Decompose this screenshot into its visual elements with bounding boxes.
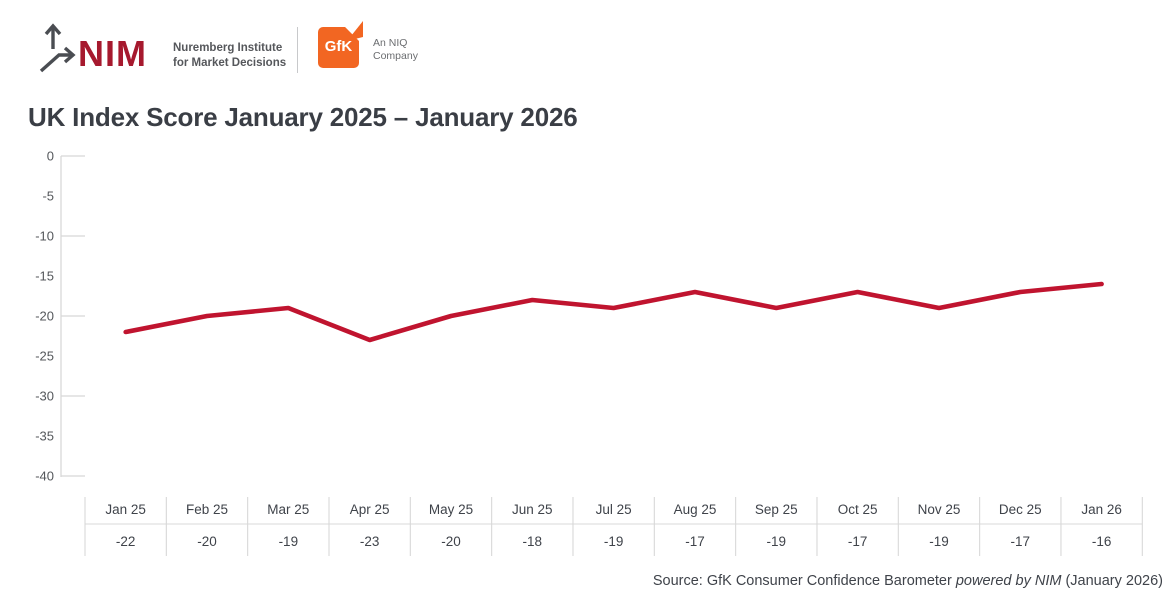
data-value-label: -23 — [360, 534, 380, 549]
x-axis-month-label: Mar 25 — [267, 502, 309, 517]
x-axis-month-label: Jan 26 — [1081, 502, 1122, 517]
data-value-label: -20 — [441, 534, 461, 549]
data-value-label: -18 — [523, 534, 543, 549]
line-chart: 0 -5 -10 -15 -20 -25 -30 -35 -40 Jan 25 -22 Feb 25 -… — [35, 149, 1143, 556]
nim-tagline-line1: Nuremberg Institute — [173, 42, 283, 54]
data-value-label: -19 — [767, 534, 787, 549]
nim-tagline-line2: for Market Decisions — [173, 56, 287, 69]
x-axis-month-label: Oct 25 — [838, 502, 878, 517]
x-axis-month-label: May 25 — [429, 502, 473, 517]
logo-header: NIM Nuremberg Institute for Market Decis… — [0, 0, 1169, 90]
data-value-label: -17 — [848, 534, 868, 549]
data-value-label: -19 — [604, 534, 624, 549]
y-axis-tick-label: -25 — [35, 349, 54, 364]
y-axis-tick-label: -15 — [35, 269, 54, 284]
logo-divider — [297, 27, 298, 73]
y-axis-tick-label: -30 — [35, 389, 54, 404]
gfk-logo: GfK — [318, 21, 365, 73]
y-axis-tick-label: -40 — [35, 469, 54, 484]
data-value-label: -17 — [685, 534, 705, 549]
data-line-uk-index — [123, 281, 1104, 343]
x-axis-month-label: Nov 25 — [918, 502, 961, 517]
niq-tagline: An NIQ Company — [373, 37, 418, 63]
source-caption: Source: GfK Consumer Confidence Baromete… — [653, 573, 1163, 589]
data-value-label: -17 — [1011, 534, 1031, 549]
y-axis-tick-label: -20 — [35, 309, 54, 324]
data-value-label: -19 — [929, 534, 949, 549]
y-axis-tick-label: -5 — [42, 189, 54, 204]
x-axis-month-label: Apr 25 — [350, 502, 390, 517]
x-axis-month-label: Jan 25 — [105, 502, 146, 517]
x-axis-month-label: Feb 25 — [186, 502, 228, 517]
chart-title: UK Index Score January 2025 – January 20… — [28, 102, 578, 132]
data-value-label: -22 — [116, 534, 136, 549]
source-italic: powered by NIM — [955, 573, 1062, 589]
gfk-wordmark: GfK — [324, 38, 353, 55]
data-value-label: -16 — [1092, 534, 1112, 549]
niq-tagline-line1: An NIQ — [373, 37, 408, 49]
data-value-label: -19 — [279, 534, 299, 549]
source-prefix: Source: GfK Consumer Confidence Baromete… — [652, 573, 956, 589]
x-axis-month-label: Aug 25 — [674, 502, 717, 517]
source-suffix: (January 2026) — [1061, 573, 1163, 589]
y-axis-tick-label: -35 — [35, 429, 54, 444]
y-axis-tick-label: -10 — [35, 229, 54, 244]
nim-wordmark: NIM — [78, 33, 147, 74]
niq-tagline-line2: Company — [373, 50, 418, 62]
nim-tagline: Nuremberg Institute for Market Decisions — [173, 41, 286, 70]
data-value-label: -20 — [197, 534, 217, 549]
x-axis-month-label: Dec 25 — [999, 502, 1042, 517]
y-axis-tick-label: 0 — [47, 149, 54, 164]
nim-arrows-icon — [39, 23, 76, 73]
x-axis-month-label: Sep 25 — [755, 502, 798, 517]
x-axis-month-label: Jul 25 — [596, 502, 632, 517]
x-axis-month-label: Jun 25 — [512, 502, 553, 517]
